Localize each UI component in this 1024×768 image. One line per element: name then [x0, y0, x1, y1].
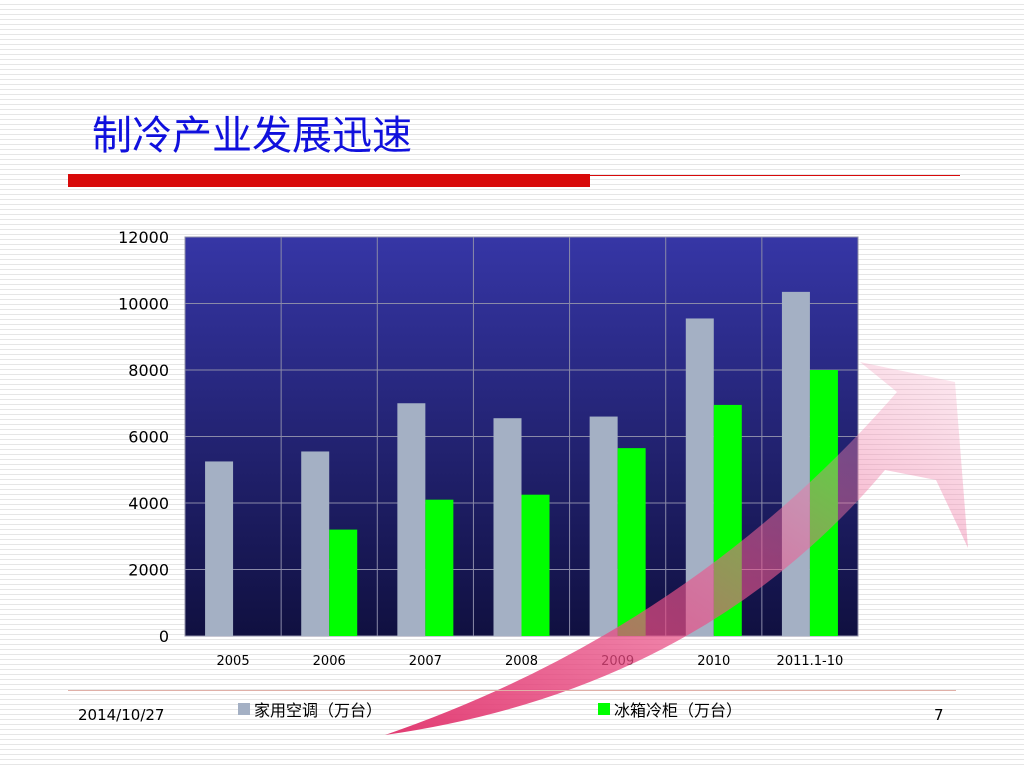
x-axis-ticks: 2005200620072008200920102011.1-10	[217, 654, 844, 669]
bar-refrigerator-2009	[617, 448, 646, 636]
bar-air-conditioner-2008	[493, 418, 522, 636]
bars	[205, 291, 838, 636]
y-tick-label: 4000	[128, 494, 169, 513]
x-tick-label: 2008	[505, 654, 538, 669]
x-tick-label: 2005	[217, 654, 250, 669]
bar-air-conditioner-2011.1-10	[781, 291, 810, 636]
bar-air-conditioner-2006	[301, 451, 330, 636]
y-tick-label: 10000	[118, 295, 169, 314]
x-tick-label: 2006	[313, 654, 346, 669]
bar-air-conditioner-2007	[397, 403, 426, 636]
title-underline-thick	[68, 174, 590, 187]
footer-divider	[68, 690, 956, 691]
y-tick-label: 6000	[128, 428, 169, 447]
legend-item-air-conditioner: 家用空调（万台）	[238, 697, 382, 721]
x-tick-label: 2011.1-10	[777, 654, 844, 669]
x-tick-label: 2007	[409, 654, 442, 669]
legend-label-refrigerator: 冰箱冷柜（万台）	[614, 701, 743, 720]
x-tick-label: 2010	[697, 654, 730, 669]
title-underline-thin	[590, 175, 960, 176]
legend-item-refrigerator: 冰箱冷柜（万台）	[598, 697, 742, 721]
bar-refrigerator-2006	[329, 529, 358, 636]
page-number: 7	[934, 706, 944, 724]
footer-date: 2014/10/27	[78, 706, 165, 724]
bar-refrigerator-2008	[521, 494, 550, 636]
y-tick-label: 8000	[128, 361, 169, 380]
bar-air-conditioner-2009	[589, 416, 618, 636]
bar-air-conditioner-2005	[205, 461, 234, 636]
y-tick-label: 2000	[128, 561, 169, 580]
slide-title: 制冷产业发展迅速	[92, 113, 412, 159]
y-axis-ticks: 0 2000 4000 6000 8000 10000 12000	[118, 228, 169, 646]
legend-swatch-refrigerator	[598, 703, 610, 715]
y-tick-label: 12000	[118, 228, 169, 247]
trend-arrow	[385, 362, 968, 735]
y-tick-label: 0	[159, 627, 169, 646]
legend-swatch-air-conditioner	[238, 703, 250, 715]
bar-refrigerator-2007	[425, 499, 454, 636]
legend-label-air-conditioner: 家用空调（万台）	[254, 701, 383, 720]
